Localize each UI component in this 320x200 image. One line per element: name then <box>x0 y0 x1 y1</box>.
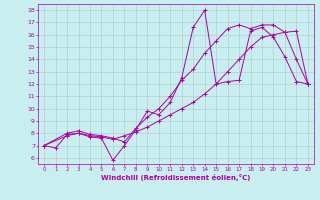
X-axis label: Windchill (Refroidissement éolien,°C): Windchill (Refroidissement éolien,°C) <box>101 174 251 181</box>
